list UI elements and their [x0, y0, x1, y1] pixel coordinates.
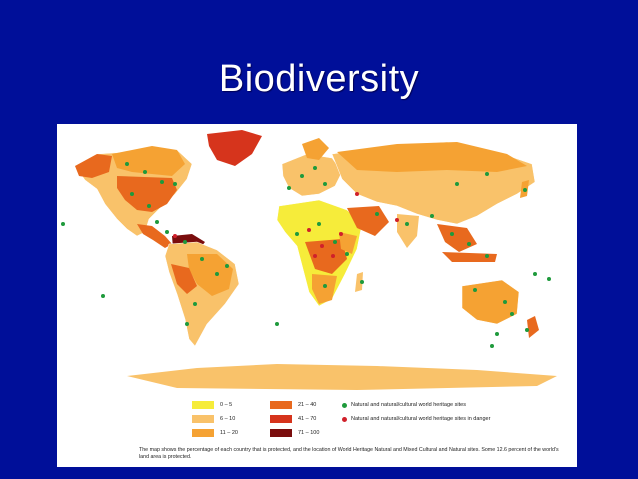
legend-range-41-70: 41 – 70	[270, 414, 316, 424]
legend-range-0-5: 0 – 5	[192, 400, 232, 410]
green-dot-icon	[342, 402, 347, 408]
legend-range-21-40: 21 – 40	[270, 400, 316, 410]
madagascar	[355, 272, 363, 292]
map-caption: The map shows the percentage of each cou…	[139, 447, 559, 460]
greenland	[207, 130, 262, 166]
legend-label: 11 – 20	[220, 430, 238, 436]
peru-bolivia-region	[171, 264, 197, 294]
argentina-region	[189, 300, 207, 344]
map-legend: 0 – 5 6 – 10 11 – 20 21 – 40 41 – 70 71 …	[192, 396, 572, 446]
legend-swatch	[192, 415, 214, 423]
world-map	[61, 130, 557, 390]
new-zealand	[527, 316, 539, 338]
canada-region	[112, 146, 185, 176]
legend-label: 0 – 5	[220, 402, 233, 408]
southeast-asia	[437, 224, 477, 252]
alaska-region	[75, 154, 112, 178]
legend-swatch	[270, 401, 292, 409]
scandinavia	[302, 138, 329, 160]
russia-region	[337, 142, 527, 172]
east-africa-region	[339, 232, 357, 254]
legend-range-6-10: 6 – 10	[192, 414, 235, 424]
legend-swatch	[270, 429, 292, 437]
central-africa-region	[305, 239, 347, 274]
legend-swatch	[192, 429, 214, 437]
red-dot-icon	[342, 416, 347, 422]
legend-range-71-100: 71 – 100	[270, 428, 319, 438]
biodiversity-map-figure: 0 – 5 6 – 10 11 – 20 21 – 40 41 – 70 71 …	[57, 124, 577, 467]
indonesia	[442, 252, 497, 262]
in-danger-site-markers	[173, 192, 399, 258]
southern-africa-region	[312, 274, 337, 304]
antarctica	[127, 364, 557, 390]
legend-swatch	[270, 415, 292, 423]
legend-range-11-20: 11 – 20	[192, 428, 238, 438]
slide-title: Biodiversity	[218, 58, 420, 100]
europe-landmass	[281, 153, 343, 197]
brazil-region	[187, 254, 233, 296]
legend-label: 21 – 40	[298, 402, 317, 408]
legend-heritage-sites: Natural and natural/cultural world herit…	[342, 400, 466, 410]
legend-heritage-sites-in-danger: Natural and natural/cultural world herit…	[342, 414, 490, 424]
central-america	[137, 224, 172, 248]
india-region	[397, 214, 419, 248]
legend-swatch	[192, 401, 214, 409]
legend-label: 71 – 100	[298, 430, 320, 436]
legend-label: 6 – 10	[220, 416, 236, 422]
heritage-site-markers	[61, 162, 551, 348]
australia	[461, 279, 520, 325]
legend-label: Natural and natural/cultural world herit…	[351, 416, 491, 422]
legend-label: Natural and natural/cultural world herit…	[351, 402, 466, 408]
usa-region	[117, 176, 177, 212]
legend-label: 41 – 70	[298, 416, 317, 422]
